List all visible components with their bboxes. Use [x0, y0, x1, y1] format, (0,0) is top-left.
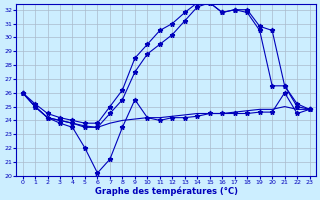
X-axis label: Graphe des températures (°C): Graphe des températures (°C) [95, 186, 237, 196]
